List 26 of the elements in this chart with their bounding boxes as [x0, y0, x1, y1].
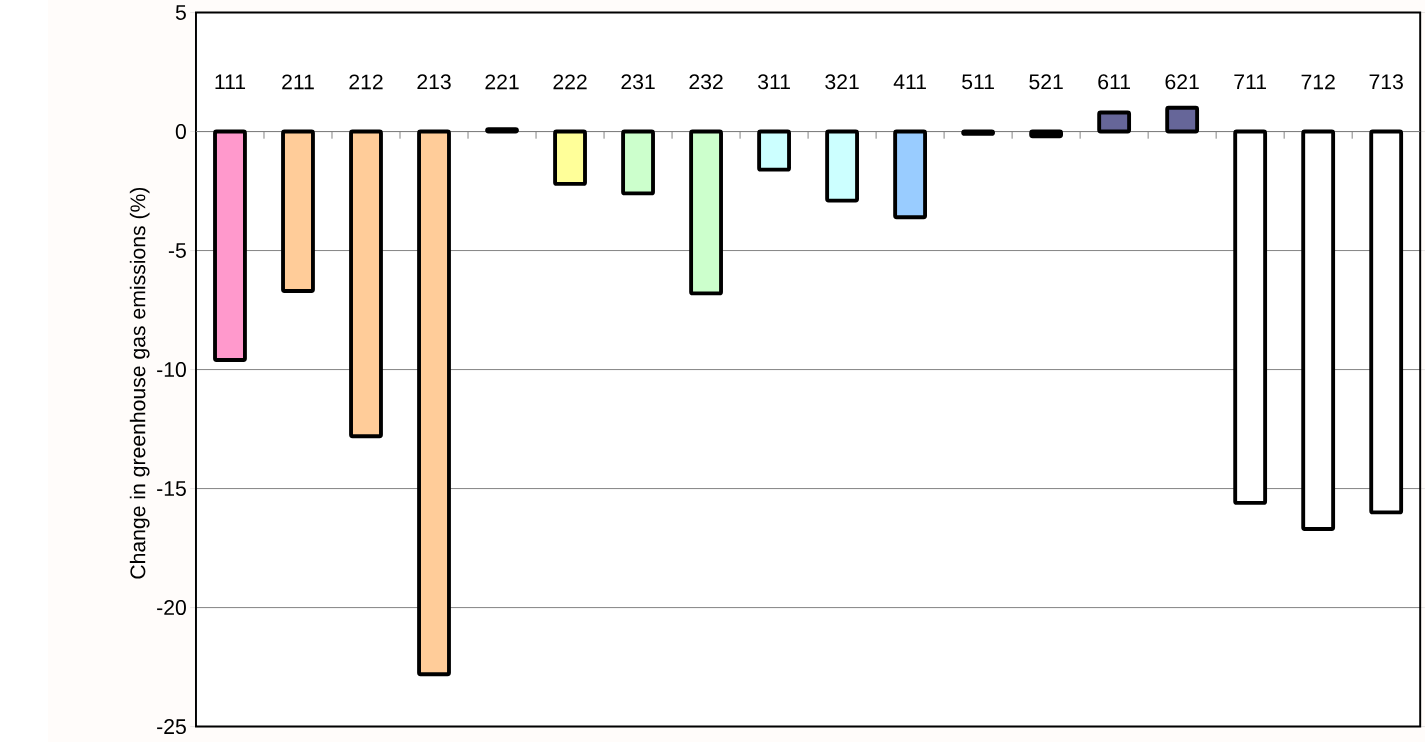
- y-tick-label: -10: [157, 362, 186, 378]
- x-tick-label: 713: [1369, 74, 1403, 90]
- x-tick-label: 411: [893, 74, 926, 90]
- x-tick-label: 611: [1098, 74, 1130, 90]
- x-tick-label: 213: [417, 74, 451, 90]
- x-tick-label: 232: [689, 74, 723, 90]
- x-tick-label: 231: [621, 74, 655, 90]
- x-tick-label: 321: [825, 74, 859, 90]
- x-tick-label: 712: [1301, 74, 1335, 90]
- x-tick-label: 222: [553, 74, 587, 90]
- x-tick-label: 221: [485, 74, 519, 90]
- y-tick-label: 0: [175, 124, 186, 140]
- y-tick-label: -25: [157, 719, 186, 735]
- x-tick-label: 311: [758, 74, 790, 90]
- y-tick-label: -5: [168, 243, 186, 258]
- y-tick-label: 5: [175, 5, 186, 20]
- x-tick-label: 621: [1165, 74, 1199, 90]
- y-tick-label: -20: [157, 600, 186, 616]
- y-axis-title: Change in greenhouse gas emissions (%): [129, 187, 150, 579]
- x-tick-label: 521: [1029, 74, 1063, 90]
- y-tick-label: -15: [157, 481, 186, 496]
- x-tick-label: 711: [1234, 74, 1267, 90]
- x-tick-label: 111: [215, 74, 246, 90]
- x-tick-label: 212: [349, 74, 383, 90]
- x-tick-label: 211: [282, 74, 314, 90]
- x-tick-label: 511: [962, 74, 994, 90]
